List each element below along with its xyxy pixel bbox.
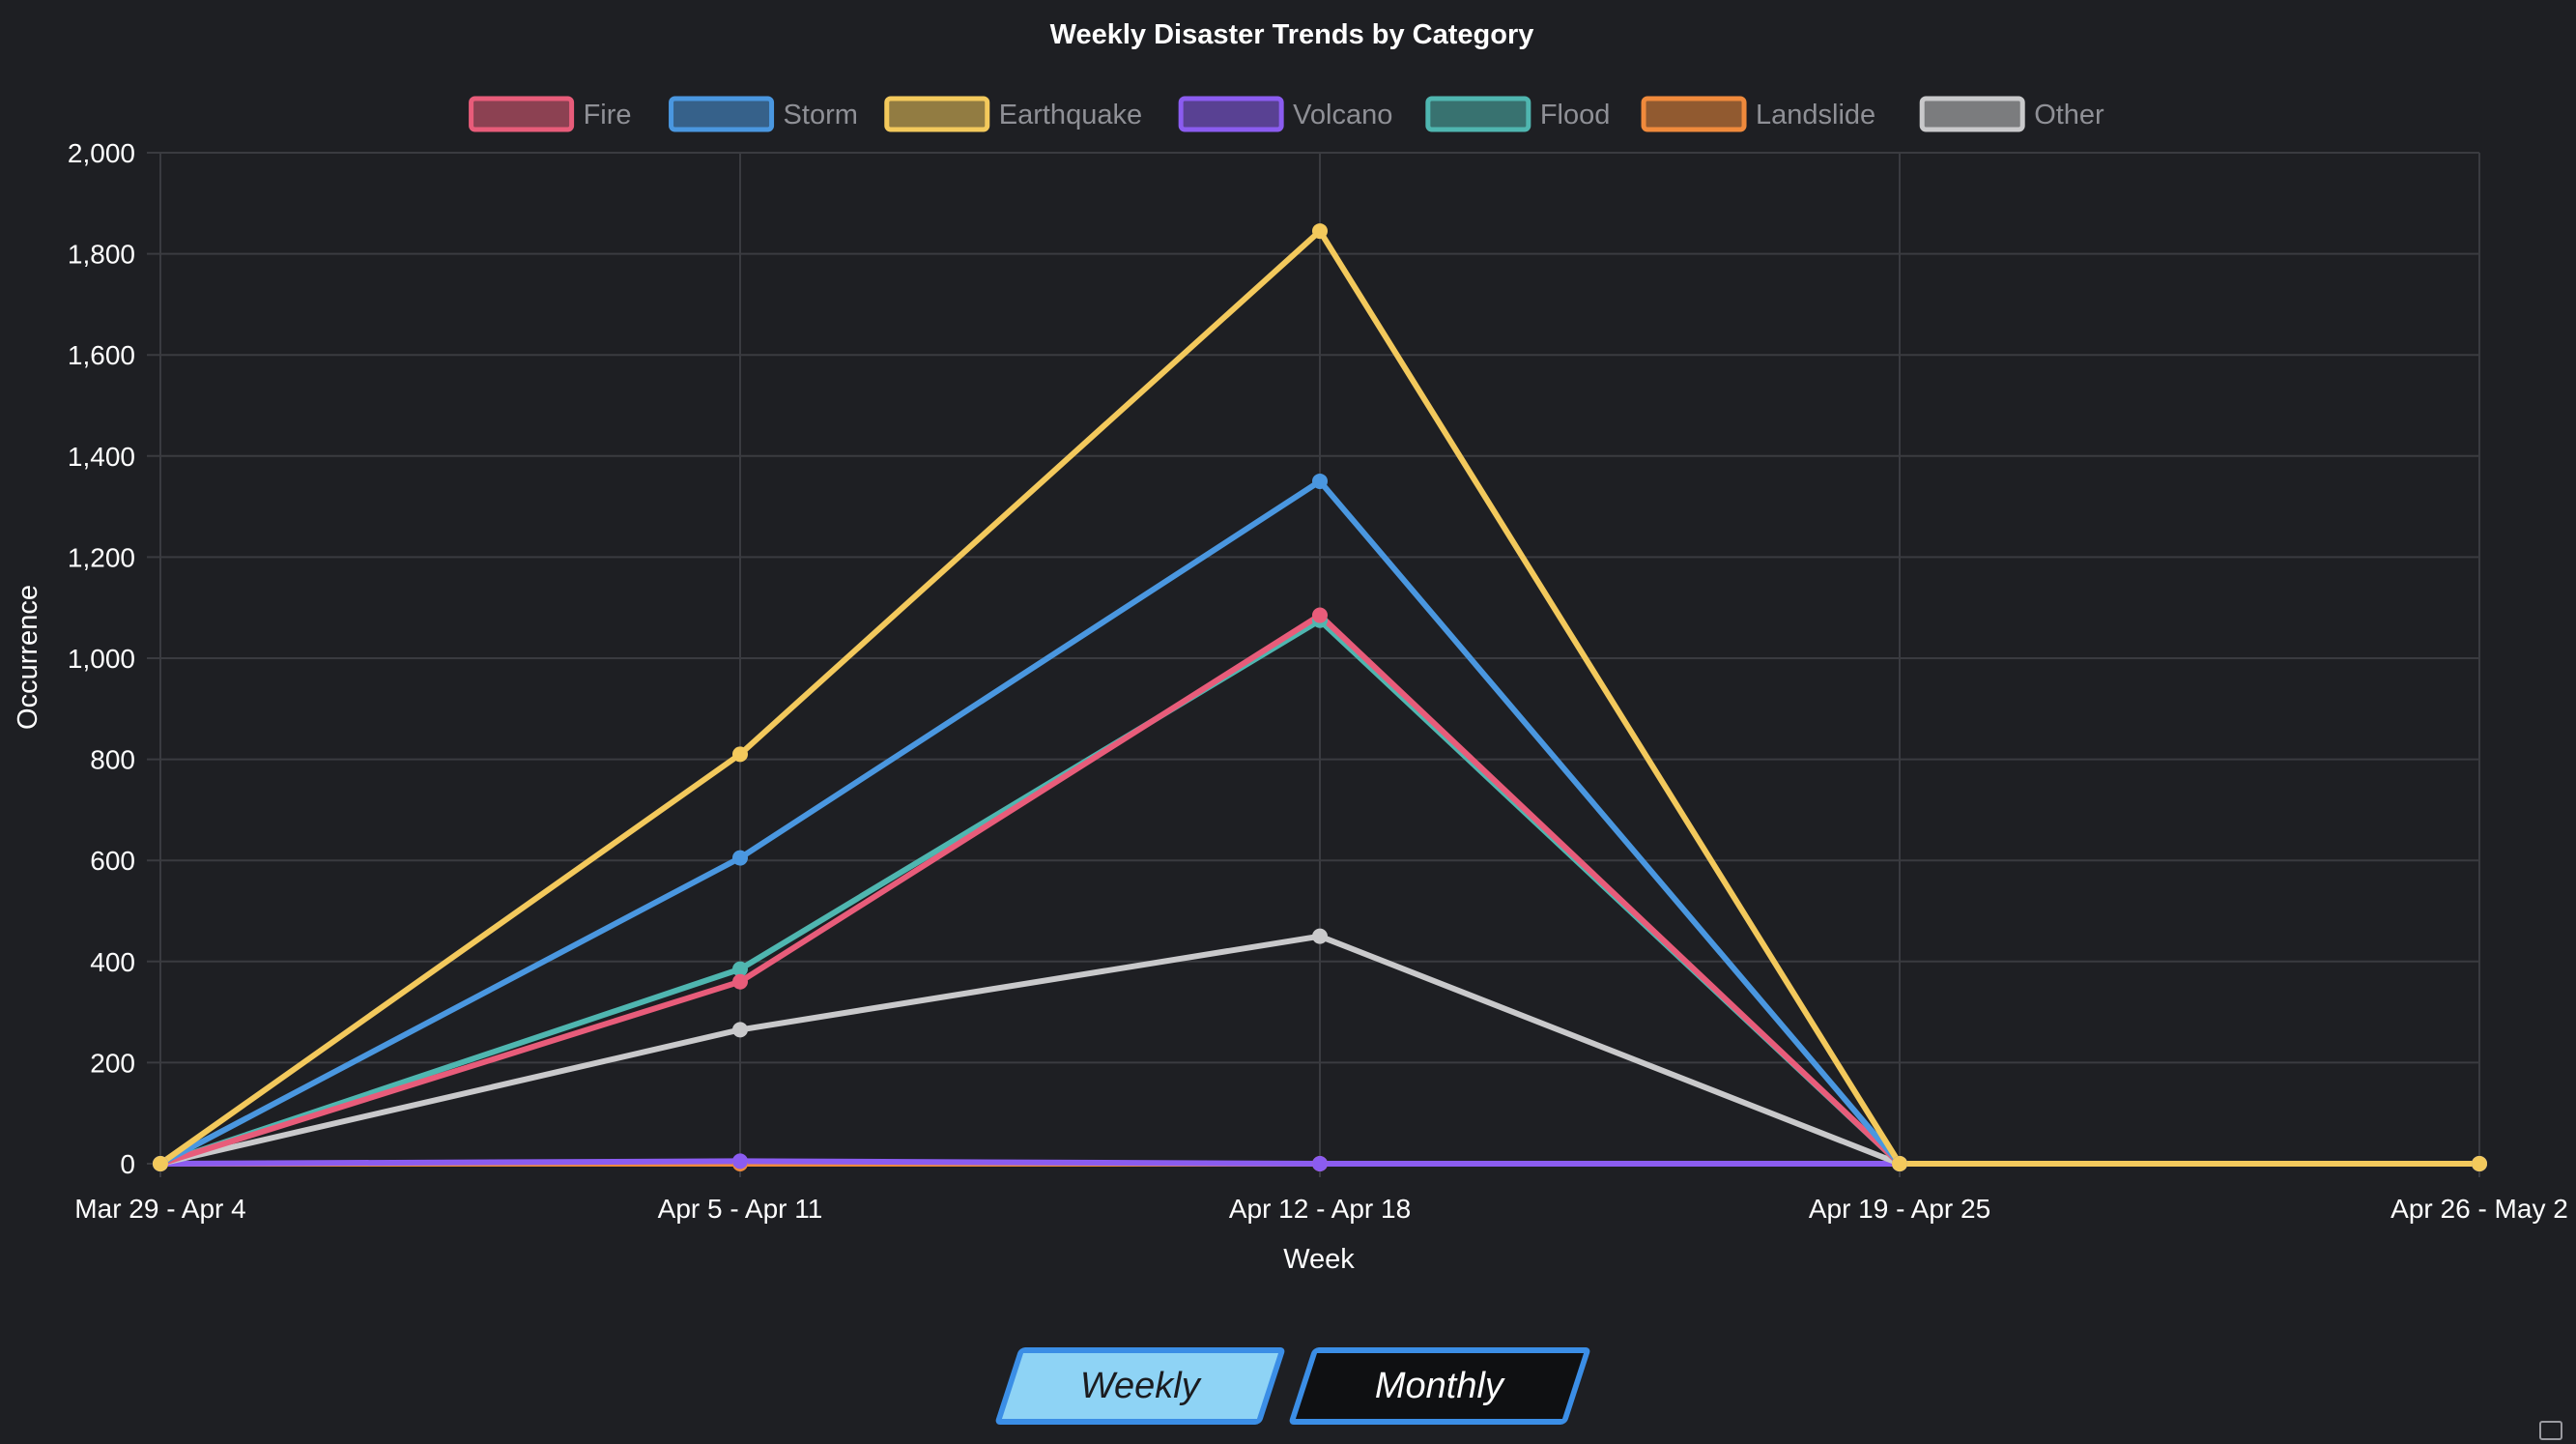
data-point-volcano-2[interactable] <box>1312 1156 1328 1171</box>
y-tick-label-7: 1,400 <box>68 442 135 472</box>
legend: Fire Storm Earthquake Volcano Flood Landslide… <box>469 96 2104 132</box>
data-point-earthquake-3[interactable] <box>1892 1156 1907 1171</box>
data-point-storm-2[interactable] <box>1312 473 1328 489</box>
x-tick-label-1: Apr 5 - Apr 11 <box>658 1194 823 1224</box>
x-tick-label-4: Apr 26 - May 2 <box>2390 1194 2568 1224</box>
legend-item-fire[interactable]: Fire <box>469 96 632 132</box>
legend-swatch-other <box>1919 96 2025 132</box>
legend-label-storm: Storm <box>784 100 858 130</box>
data-point-other-2[interactable] <box>1312 928 1328 944</box>
data-point-earthquake-0[interactable] <box>153 1156 168 1171</box>
x-tick-label-0: Mar 29 - Apr 4 <box>74 1194 245 1224</box>
x-tick-label-2: Apr 12 - Apr 18 <box>1229 1194 1411 1224</box>
data-point-earthquake-4[interactable] <box>2472 1156 2487 1171</box>
legend-item-volcano[interactable]: Volcano <box>1178 96 1392 132</box>
y-axis-ticks: 0 200 400 600 800 1,000 1,200 1,400 1,600 1,800 2,… <box>68 138 135 1179</box>
data-point-storm-1[interactable] <box>732 850 748 866</box>
legend-swatch-storm <box>669 96 775 132</box>
y-tick-label-8: 1,600 <box>68 340 135 370</box>
data-point-volcano-1[interactable] <box>732 1153 748 1170</box>
chart-title: Weekly Disaster Trends by Category <box>1050 19 1534 50</box>
expand-icon[interactable] <box>2539 1421 2562 1440</box>
data-point-earthquake-2[interactable] <box>1312 223 1328 240</box>
legend-label-flood: Flood <box>1540 100 1611 130</box>
y-tick-label-4: 800 <box>90 745 135 775</box>
legend-item-other[interactable]: Other <box>1919 96 2104 132</box>
data-point-fire-2[interactable] <box>1312 607 1328 623</box>
y-tick-label-2: 400 <box>90 947 135 977</box>
monthly-button-label: Monthly <box>1375 1365 1504 1406</box>
legend-swatch-landslide <box>1641 96 1747 132</box>
legend-item-earthquake[interactable]: Earthquake <box>884 96 1142 132</box>
legend-item-storm[interactable]: Storm <box>669 96 858 132</box>
weekly-button[interactable]: Weekly <box>994 1347 1286 1425</box>
legend-label-earthquake: Earthquake <box>999 100 1142 130</box>
y-tick-label-5: 1,000 <box>68 644 135 674</box>
y-tick-label-0: 0 <box>120 1149 135 1179</box>
legend-item-landslide[interactable]: Landslide <box>1641 96 1875 132</box>
legend-label-other: Other <box>2034 100 2104 130</box>
x-tick-label-3: Apr 19 - Apr 25 <box>1809 1194 1990 1224</box>
legend-item-flood[interactable]: Flood <box>1425 96 1611 132</box>
x-axis-title: Week <box>1283 1244 1355 1275</box>
y-tick-label-1: 200 <box>90 1048 135 1078</box>
y-tick-label-3: 600 <box>90 846 135 876</box>
y-tick-label-9: 1,800 <box>68 240 135 270</box>
y-tick-label-10: 2,000 <box>68 138 135 168</box>
legend-swatch-earthquake <box>884 96 990 132</box>
data-point-other-1[interactable] <box>732 1022 748 1038</box>
y-axis-title: Occurrence <box>13 585 43 730</box>
legend-label-landslide: Landslide <box>1756 100 1875 130</box>
legend-swatch-flood <box>1425 96 1531 132</box>
grid <box>147 152 2480 1177</box>
monthly-button[interactable]: Monthly <box>1288 1347 1591 1425</box>
data-point-fire-1[interactable] <box>732 973 748 990</box>
data-point-earthquake-1[interactable] <box>732 746 748 763</box>
y-tick-label-6: 1,200 <box>68 542 135 572</box>
legend-label-volcano: Volcano <box>1293 100 1392 130</box>
series-points <box>153 223 2487 1171</box>
legend-label-fire: Fire <box>584 100 632 130</box>
x-axis-ticks: Mar 29 - Apr 4 Apr 5 - Apr 11 Apr 12 - Apr… <box>74 1194 2568 1224</box>
legend-swatch-fire <box>469 96 575 132</box>
weekly-button-label: Weekly <box>1080 1365 1200 1406</box>
data-point-flood-1[interactable] <box>732 961 748 977</box>
legend-swatch-volcano <box>1178 96 1284 132</box>
